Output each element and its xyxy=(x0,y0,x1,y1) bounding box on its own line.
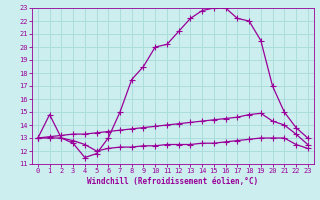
X-axis label: Windchill (Refroidissement éolien,°C): Windchill (Refroidissement éolien,°C) xyxy=(87,177,258,186)
